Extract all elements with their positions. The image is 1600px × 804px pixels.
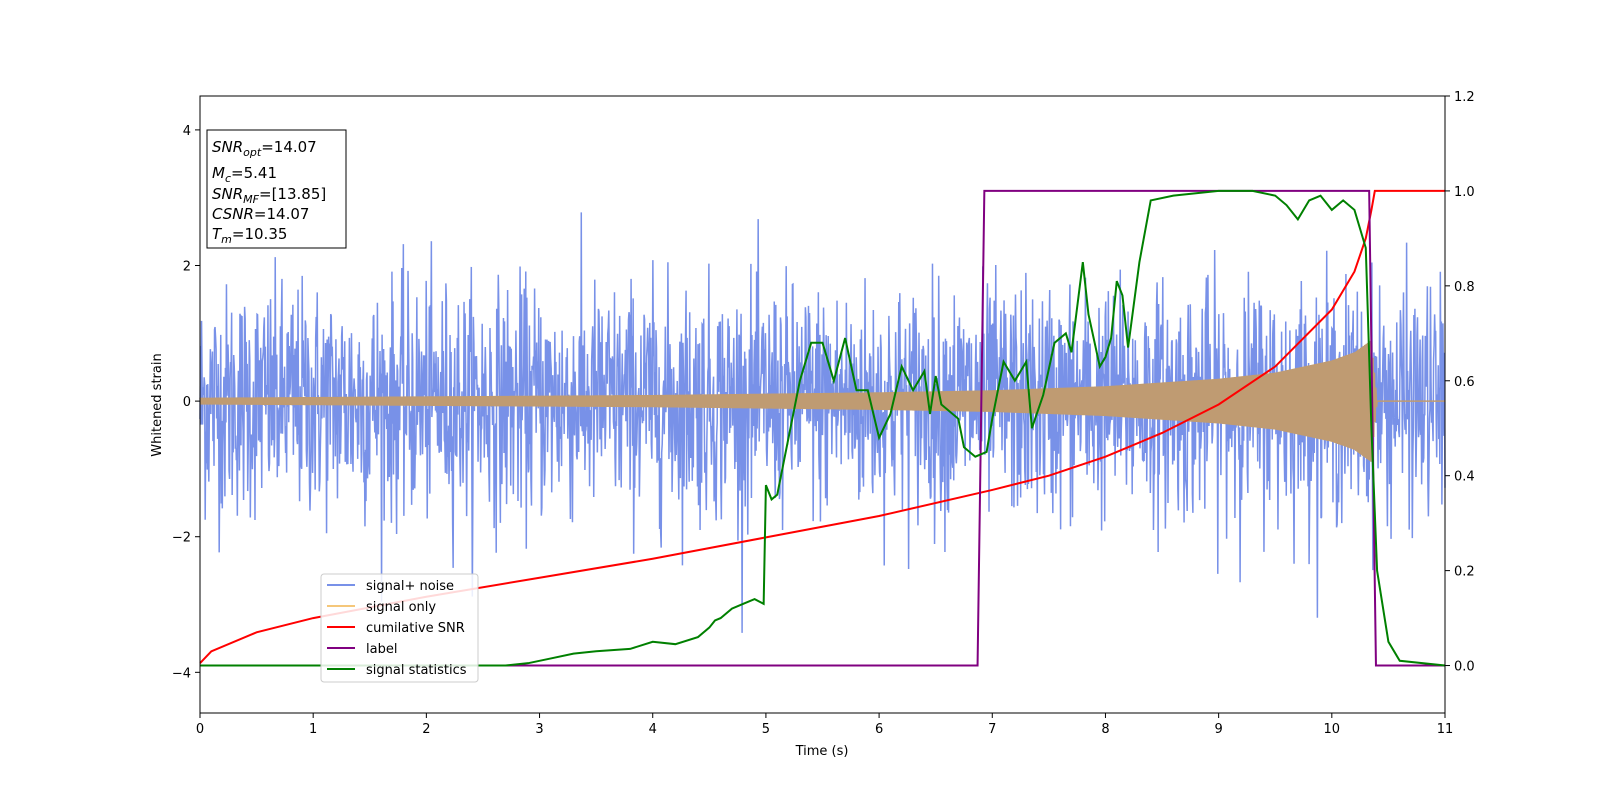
y-tick-label-right: 0.8 (1454, 280, 1475, 295)
y-tick-label-right: 0.2 (1454, 565, 1475, 580)
x-tick-label: 10 (1324, 722, 1341, 737)
legend-entry: signal+ noise (366, 579, 454, 594)
info-line: CSNR=14.07 (212, 205, 309, 223)
info-box: SNRopt=14.07Mc=5.41SNRMF=[13.85]CSNR=14.… (206, 129, 347, 249)
y-tick-label-left: 0 (183, 395, 191, 410)
legend-entry: signal statistics (366, 663, 467, 678)
info-sub: MF (243, 193, 259, 206)
info-value: =[13.85] (259, 185, 326, 203)
x-tick-label: 3 (535, 722, 543, 737)
x-tick-label: 1 (309, 722, 317, 737)
legend-entry: signal only (366, 600, 436, 615)
info-sub: m (221, 233, 232, 246)
x-tick-label: 6 (875, 722, 883, 737)
series-label (200, 189, 1445, 667)
y-tick-label-left: −2 (172, 531, 191, 546)
info-value: =14.07 (261, 138, 317, 156)
info-main: T (212, 225, 223, 243)
y-tick-label-left: 2 (183, 260, 191, 275)
y-tick-label-right: 0.4 (1454, 470, 1475, 485)
info-line: SNRMF=[13.85] (212, 185, 326, 206)
plot-frame (199, 95, 1446, 714)
x-tick-label: 4 (649, 722, 657, 737)
x-tick-label: 0 (196, 722, 204, 737)
y-tick-label-right: 1.0 (1454, 185, 1475, 200)
info-main: SNR (212, 185, 243, 203)
x-tick-label: 11 (1437, 722, 1454, 737)
info-line: SNRopt=14.07 (212, 138, 317, 159)
info-sub: opt (243, 146, 262, 159)
x-tick-label: 7 (988, 722, 996, 737)
series-signal-only (199, 340, 1445, 462)
legend-frame (320, 573, 479, 683)
legend: signal+ noise signal only cumilative SNR la… (320, 573, 479, 683)
x-tick-label: 9 (1214, 722, 1222, 737)
legend-entry: cumilative SNR (366, 621, 465, 636)
info-line: Mc=5.41 (212, 164, 277, 185)
info-value: =10.35 (232, 225, 288, 243)
x-tick-label: 5 (762, 722, 770, 737)
y-tick-label-right: 0.6 (1454, 375, 1475, 390)
info-main: SNR (212, 138, 243, 156)
x-tick-label: 8 (1101, 722, 1109, 737)
x-axis-label: Time (s) (795, 744, 849, 759)
info-box-frame (206, 129, 347, 249)
series-signal-statistics (200, 189, 1446, 667)
info-main: M (212, 164, 225, 182)
info-main: CSNR (212, 205, 254, 223)
info-value: =5.41 (231, 164, 277, 182)
y-tick-label-right: 1.2 (1454, 90, 1475, 105)
x-tick-label: 2 (422, 722, 430, 737)
info-line: Tm=10.35 (212, 225, 287, 246)
y-tick-label-left: −4 (172, 666, 191, 681)
y-tick-label-right: 0.0 (1454, 660, 1475, 675)
info-value: =14.07 (254, 205, 310, 223)
axes-layer: 0 1 2 3 4 5 6 7 8 9 10 11 −4 −2 0 2 4 0.0 0.2 0.4 0.6 0.8 1.0 1… (172, 90, 1475, 737)
info-sub: c (225, 172, 231, 185)
y-tick-label-left: 4 (183, 124, 191, 139)
y-axis-label-left: Whitened strain (150, 353, 165, 456)
legend-entry: label (366, 642, 397, 657)
